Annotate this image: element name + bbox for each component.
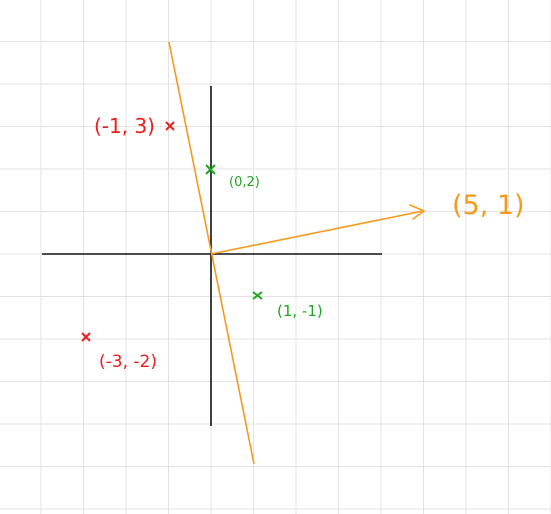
arrowhead-icon: [409, 204, 425, 220]
orange-line: [168, 41, 255, 465]
point-label-1-neg1: (1, -1): [277, 302, 323, 320]
point-label-0-2: (0,2): [229, 175, 260, 190]
point-label-neg3-neg2: (-3, -2): [99, 352, 157, 372]
point-label-neg1-3: (-1, 3): [94, 114, 155, 138]
vector-label: (5, 1): [452, 190, 525, 221]
point-marker-neg3-neg2: [81, 332, 91, 342]
point-marker-1-neg1: [252, 291, 263, 300]
point-marker-0-2: [205, 164, 216, 175]
vector-arrow-shaft: [210, 210, 424, 255]
point-marker-neg1-3: [165, 121, 175, 131]
